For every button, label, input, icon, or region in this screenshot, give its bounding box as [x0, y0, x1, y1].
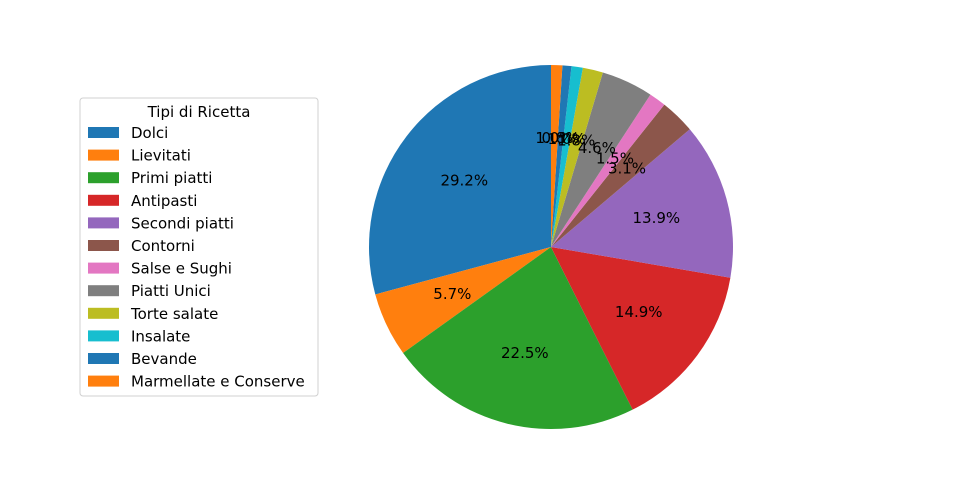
legend-swatch-salse-e-sughi [88, 262, 119, 274]
legend-swatch-marmellate-e-conserve [88, 375, 119, 387]
legend-title: Tipi di Ricetta [147, 103, 251, 121]
pie-slice-insalate [551, 66, 583, 247]
legend-label-torte-salate: Torte salate [130, 305, 218, 323]
pie-slice-salse-e-sughi [551, 94, 665, 247]
pie-percent-label-primi-piatti: 22.5% [501, 344, 549, 362]
legend-frame [79, 97, 319, 397]
pie-percent-label-secondi-piatti: 13.9% [633, 209, 681, 227]
legend-swatch-primi-piatti [88, 172, 119, 184]
legend-label-lievitati: Lievitati [131, 147, 191, 165]
legend-label-secondi-piatti: Secondi piatti [131, 214, 234, 232]
legend-label-insalate: Insalate [131, 327, 190, 345]
legend-label-primi-piatti: Primi piatti [131, 169, 212, 187]
legend-swatch-torte-salate [88, 307, 119, 319]
pie-slice-dolci [369, 65, 551, 295]
pie-percent-label-contorni: 3.1% [608, 160, 646, 178]
legend-label-bevande: Bevande [131, 350, 197, 368]
legend: Tipi di Ricetta Dolci Lievitati Primi piat… [79, 97, 319, 397]
pie-slice-secondi-piatti [551, 129, 734, 278]
pie-slice-torte-salate [551, 67, 603, 247]
legend-swatch-bevande [88, 353, 119, 364]
legend-swatch-contorni [88, 240, 119, 251]
pie-percent-label-antipasti: 14.9% [615, 303, 663, 321]
legend-swatch-insalate [88, 330, 119, 342]
pie-percent-label-lievitati: 5.7% [433, 285, 471, 303]
legend-label-dolci: Dolci [131, 124, 168, 142]
legend-label-piatti-unici: Piatti Unici [131, 282, 211, 300]
pie-percent-label-dolci: 29.2% [440, 172, 488, 190]
pie-slice-lievitati [375, 247, 551, 354]
pie-slice-contorni [551, 104, 690, 247]
pie-slice-bevande [551, 65, 572, 248]
pie-percent-labels: 29.2% 5.7% 22.5% 14.9% 13.9% 3.1%1.5%4.6%1.8%… [433, 129, 680, 362]
legend-label-marmellate-e-conserve: Marmellate e Conserve [131, 373, 305, 391]
legend-label-salse-e-sughi: Salse e Sughi [131, 260, 232, 278]
pie-percent-label-salse-e-sughi: 1.5% [596, 149, 634, 167]
pie-percent-label-insalate: 1.0% [548, 130, 586, 148]
pie-percent-label-piatti-unici: 4.6% [578, 139, 616, 157]
legend-items: Dolci Lievitati Primi piatti Antipasti Secon… [88, 124, 305, 391]
pie-slice-piatti-unici [551, 72, 651, 247]
legend-swatch-lievitati [88, 149, 119, 161]
pie-percent-label-bevande: 0.8% [542, 129, 580, 147]
legend-swatch-secondi-piatti [88, 217, 119, 229]
legend-swatch-antipasti [88, 194, 119, 206]
pie-slice-primi-piatti [403, 247, 633, 429]
pie-slice-marmellate-e-conserve [551, 65, 563, 247]
pie-slice-antipasti [551, 247, 731, 410]
legend-swatch-dolci [88, 127, 119, 138]
pie-slices [369, 65, 734, 429]
legend-label-contorni: Contorni [131, 237, 195, 255]
pie-percent-label-torte-salate: 1.8% [557, 132, 595, 150]
pie-percent-label-marmellate-e-conserve: 1.0% [535, 129, 573, 147]
legend-label-antipasti: Antipasti [131, 192, 197, 210]
legend-swatch-piatti-unici [88, 285, 119, 297]
